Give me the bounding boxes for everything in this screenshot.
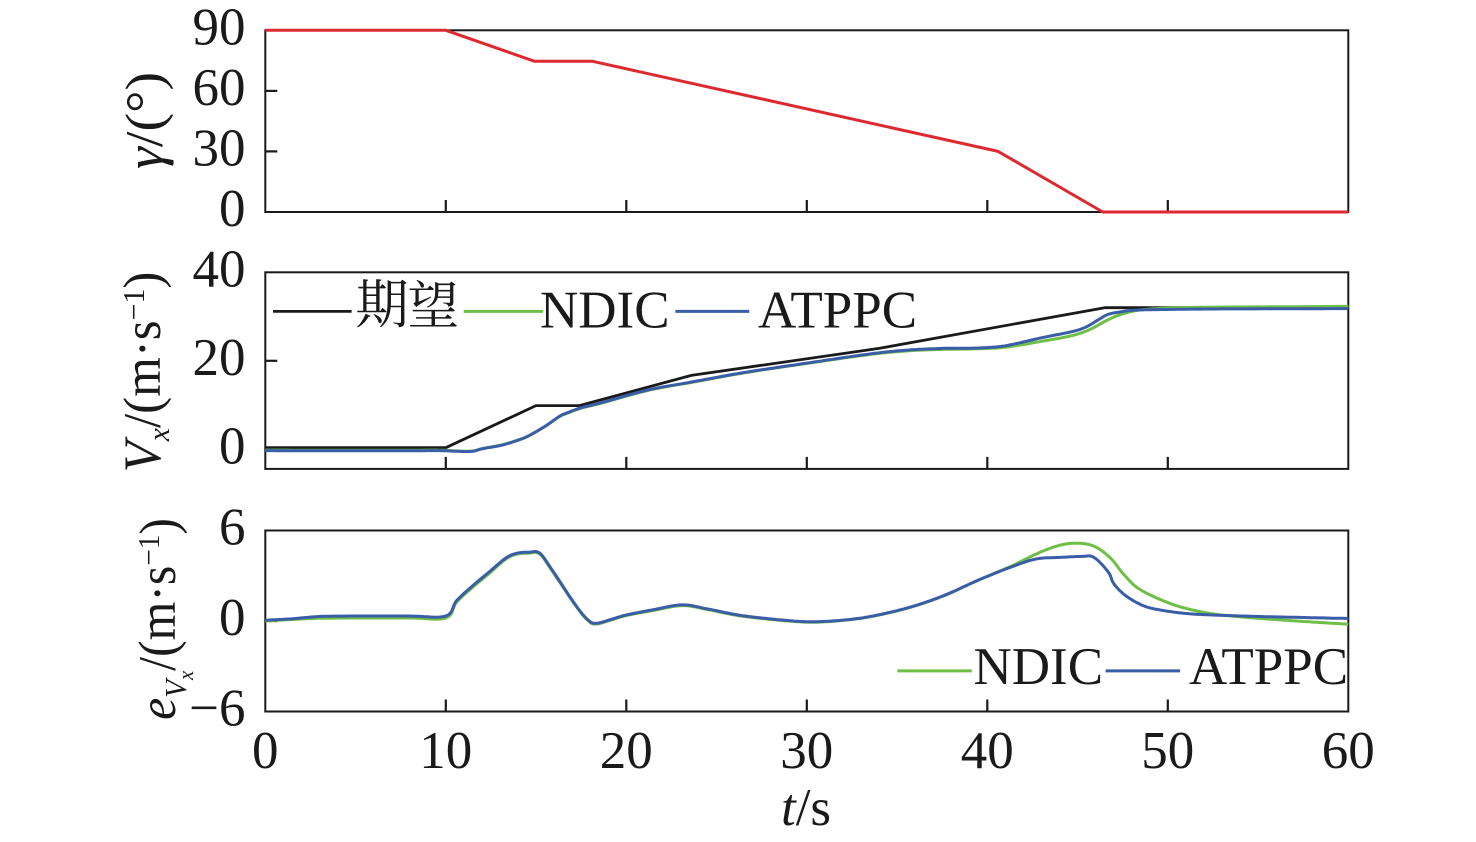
svg-text:NDIC: NDIC: [974, 638, 1104, 696]
svg-text:0: 0: [252, 722, 279, 780]
svg-text:60: 60: [1322, 722, 1375, 780]
svg-text:0: 0: [219, 417, 246, 475]
svg-text:ATPPC: ATPPC: [758, 282, 917, 340]
svg-text:t/s: t/s: [781, 779, 831, 837]
svg-text:0: 0: [219, 180, 246, 238]
svg-text:6: 6: [219, 499, 246, 557]
svg-text:NDIC: NDIC: [540, 282, 670, 340]
svg-text:30: 30: [780, 722, 833, 780]
svg-text:ATPPC: ATPPC: [1189, 638, 1348, 696]
svg-text:30: 30: [193, 119, 246, 177]
svg-text:eVx/(m·s−1): eVx/(m·s−1): [129, 518, 199, 720]
svg-text:γ/(°): γ/(°): [114, 72, 173, 169]
svg-text:10: 10: [419, 722, 472, 780]
svg-text:−6: −6: [189, 680, 245, 738]
svg-text:0: 0: [219, 589, 246, 647]
svg-text:60: 60: [193, 59, 246, 117]
svg-text:40: 40: [193, 240, 246, 298]
svg-text:40: 40: [961, 722, 1014, 780]
svg-text:Vx/(m·s−1): Vx/(m·s−1): [114, 272, 176, 473]
svg-text:90: 90: [193, 0, 246, 56]
svg-text:50: 50: [1141, 722, 1194, 780]
svg-text:20: 20: [600, 722, 653, 780]
svg-text:20: 20: [193, 329, 246, 387]
